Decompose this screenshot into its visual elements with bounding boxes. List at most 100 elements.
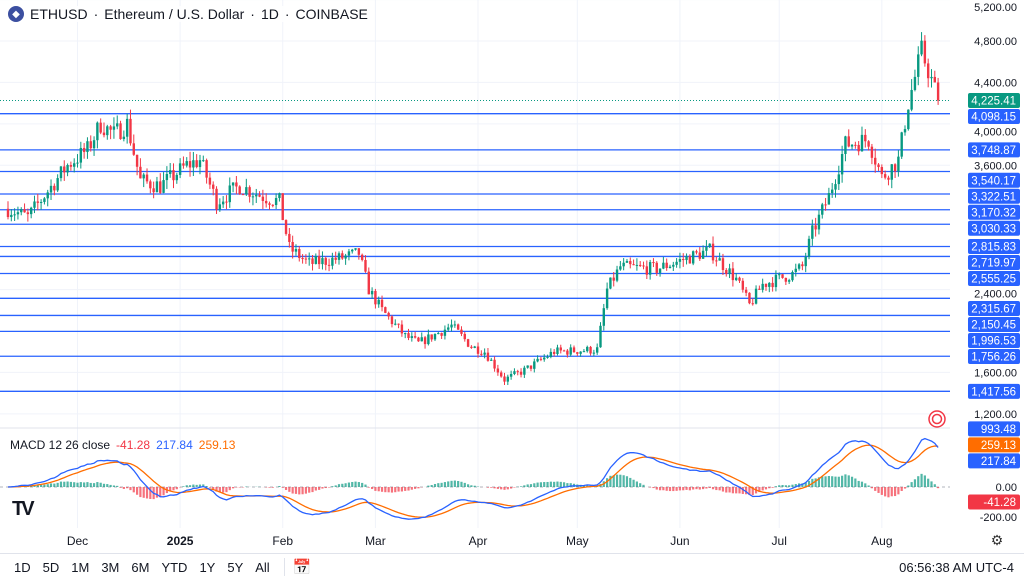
date-range-calendar-icon[interactable]: 📅 [292,559,312,576]
candle [344,255,347,259]
candle [791,271,794,281]
candle [334,257,337,260]
macd-histogram-bar [271,487,274,488]
macd-histogram-bar [337,484,341,487]
candle [284,220,288,234]
macd-histogram-bar [89,482,92,487]
candle [188,161,192,168]
macd-histogram-bar [278,486,281,487]
range-button-3m[interactable]: 3M [101,559,120,575]
settings-gear-icon[interactable]: ⚙ [990,532,1004,548]
candle [533,361,536,369]
candle [559,347,562,351]
candle [639,264,642,266]
level-price-label-text: 1,996.53 [971,336,1016,348]
macd-histogram-bar [417,487,420,489]
level-price-label [968,301,1020,317]
range-button-5y[interactable]: 5Y [227,559,244,575]
macd-histogram-bar [506,487,509,490]
candle [870,146,874,158]
clock[interactable]: 06:56:38 AM UTC-4 [899,560,1014,575]
macd-signal-line [8,444,939,518]
candle [711,243,715,261]
level-price-label-text: 2,315.67 [971,304,1016,316]
candle [549,351,553,357]
candle [106,126,109,136]
candle [900,132,903,157]
macd-histogram-bar [758,487,761,493]
macd-histogram-bar [331,486,334,487]
candle [377,299,380,305]
separator: · [284,6,290,22]
candle [450,324,453,328]
macd-histogram-bar [880,487,883,495]
macd-signal-label-text: 259.13 [981,440,1016,452]
candle [235,182,238,187]
macd-histogram-bar [675,487,678,491]
macd-histogram-bar [185,485,188,487]
candle [390,316,394,325]
macd-histogram-bar [182,486,185,487]
candle [499,372,503,377]
candle [76,162,79,164]
macd-histogram-bar [109,484,112,487]
macd-histogram-bar [73,482,76,487]
candle [903,129,907,133]
candle [529,365,533,369]
macd-histogram-bar [586,485,589,487]
candle [178,163,182,175]
candle [29,207,33,215]
candle [586,346,589,352]
candle [354,248,357,250]
macd-histogram-bar [566,483,569,487]
candle [109,126,112,130]
level-price-label-text: 3,748.87 [971,145,1016,157]
range-button-ytd[interactable]: YTD [161,559,188,575]
candle [410,336,414,338]
macd-histogram-bar [877,487,880,493]
time-axis-label: Jun [670,534,689,548]
range-button-1y[interactable]: 1Y [199,559,216,575]
candle [771,282,774,288]
candle [678,258,682,262]
level-price-label-text: 2,150.45 [971,320,1016,332]
macd-histogram-bar [198,484,202,487]
macd-histogram-bar [850,476,854,487]
candle [751,303,754,305]
macd-histogram-bar [361,482,364,487]
symbol-header[interactable]: ◆ ETHUSD · Ethereum / U.S. Dollar · 1D ·… [8,6,372,22]
macd-histogram-bar [341,483,344,487]
macd-legend[interactable]: MACD 12 26 close -41.28 217.84 259.13 [10,438,235,452]
candle [380,299,384,308]
range-button-5d[interactable]: 5D [42,559,60,575]
macd-histogram-bar [364,484,367,487]
macd-histogram-bar [774,486,778,487]
candle [797,264,801,269]
range-button-all[interactable]: All [255,559,270,575]
candle [748,292,751,304]
macd-histogram-bar [188,485,192,487]
candle [261,196,265,201]
candle [175,174,179,181]
macd-histogram-bar [821,476,824,487]
candle [840,154,844,175]
candle [662,262,665,269]
candle [360,254,364,260]
macd-histogram-bar [222,487,225,493]
candle [460,329,463,334]
macd-histogram-bar [874,487,877,491]
macd-histogram-bar [129,487,132,491]
tradingview-logo[interactable]: TV [12,498,34,520]
macd-histogram-bar [457,480,460,487]
candle [754,288,758,304]
macd-histogram-bar [493,487,496,489]
range-button-1m[interactable]: 1M [71,559,90,575]
candle [142,174,145,179]
candle [496,368,500,373]
price-chart[interactable]: 5,200.00 4,800.00 4,400.00 4,225.41 4,098.15… [0,0,1024,553]
range-button-6m[interactable]: 6M [131,559,150,575]
event-flag-icon[interactable] [928,410,946,428]
candle [443,329,447,336]
range-button-1d[interactable]: 1D [14,559,31,575]
macd-histogram-bar [884,487,887,497]
